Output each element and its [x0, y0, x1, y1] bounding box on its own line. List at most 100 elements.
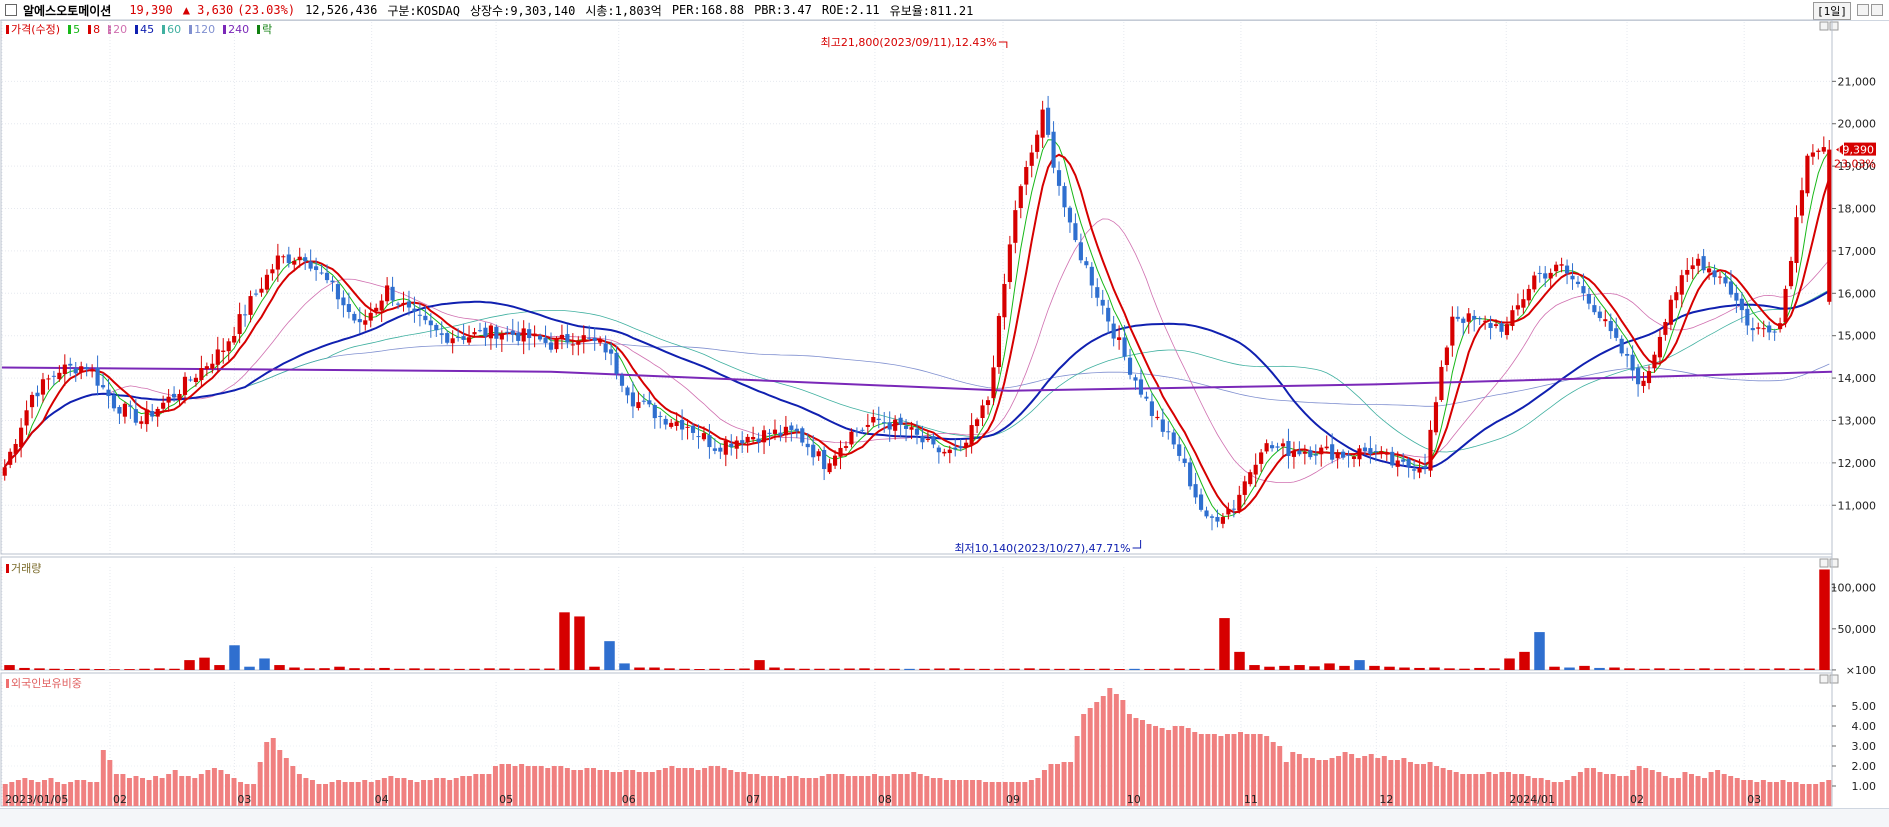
- foreign-bar: [290, 766, 296, 806]
- foreign-bar: [460, 776, 466, 806]
- foreign-bar: [1630, 770, 1636, 806]
- period-selector[interactable]: [1일]: [1813, 2, 1851, 20]
- foreign-bar: [708, 766, 714, 806]
- candle-body: [193, 377, 199, 382]
- foreign-bar: [996, 782, 1002, 806]
- foreign-bar: [218, 770, 224, 806]
- volume-bar: [379, 667, 390, 670]
- ma240-line: [1, 366, 1833, 392]
- vol-y-tick-label: 100,000: [1831, 582, 1877, 595]
- foreign-bar: [1048, 764, 1054, 806]
- foreign-bar: [1022, 782, 1028, 806]
- volume-bar: [724, 668, 735, 670]
- foreign-bar: [1479, 774, 1485, 806]
- candle-body: [445, 333, 450, 343]
- candle-body: [1450, 316, 1455, 346]
- candle-body: [647, 400, 652, 405]
- candle-body: [816, 451, 821, 457]
- foreign-bar: [1303, 758, 1309, 806]
- foreign-bar: [224, 774, 230, 806]
- foreign-bar: [1460, 774, 1466, 806]
- volume-bar: [1084, 668, 1095, 670]
- foreign-bar: [1185, 728, 1191, 806]
- stock-chart[interactable]: 11,000 12,000 13,000 14,000 15,000 16,000 17,0…: [0, 0, 1889, 808]
- volume-bar: [1609, 667, 1620, 670]
- foreign-bar: [839, 774, 845, 806]
- foreign-bar: [800, 778, 806, 806]
- candle-body: [1712, 270, 1717, 278]
- x-tick-label: 02: [113, 793, 127, 806]
- close-icon[interactable]: [1871, 4, 1883, 16]
- volume-bar: [94, 669, 105, 670]
- candle-body: [1783, 288, 1788, 323]
- candle-body: [319, 272, 324, 274]
- foreign-bar: [1682, 772, 1688, 806]
- candle-body: [1188, 462, 1193, 487]
- candle-body: [450, 338, 455, 344]
- candle-body: [1368, 448, 1373, 455]
- candle-body: [499, 334, 504, 340]
- candle-body: [537, 335, 543, 340]
- foreign-bar: [316, 784, 322, 806]
- y-tick-label: 16,000: [1838, 287, 1877, 300]
- volume-bar: [874, 668, 885, 670]
- foreign-bar: [68, 782, 74, 806]
- foreign-bar: [989, 782, 995, 806]
- foreign-bar: [1153, 726, 1159, 806]
- candle-body: [1122, 337, 1127, 357]
- foreign-bar: [983, 782, 989, 806]
- candle-body: [1100, 299, 1105, 306]
- foreign-bar: [1375, 758, 1381, 806]
- y-tick-label: 19,000: [1838, 160, 1877, 173]
- candle-body: [931, 436, 936, 445]
- candle-body: [1384, 453, 1389, 455]
- vol-y-tick-label: ×100: [1846, 664, 1876, 677]
- foreign-bar: [251, 784, 257, 806]
- candle-body: [1586, 293, 1591, 304]
- volume-title: 거래량: [11, 562, 42, 575]
- foreign-bar: [479, 774, 485, 806]
- foreign-bar: [140, 778, 146, 806]
- candle-body: [1657, 336, 1663, 358]
- toggle-checkbox[interactable]: [5, 4, 17, 16]
- foreign-bar: [970, 780, 976, 806]
- candle-body: [1040, 109, 1045, 138]
- candle-body: [947, 449, 952, 454]
- candle-body: [767, 432, 772, 434]
- foreign-bar: [845, 776, 851, 806]
- foreign-bar: [185, 776, 191, 806]
- candle-body: [701, 433, 707, 440]
- candle-body: [1335, 452, 1340, 459]
- candle-body: [1198, 494, 1204, 510]
- minimize-icon[interactable]: [1857, 4, 1869, 16]
- foreign-bar: [1087, 708, 1093, 806]
- candle-body: [1018, 186, 1023, 208]
- y-tick-label: 13,000: [1838, 414, 1877, 427]
- foreign-bar: [898, 774, 904, 806]
- panel-min-icon: [1819, 674, 1829, 684]
- candle-body: [1794, 217, 1799, 263]
- foreign-bar: [1669, 778, 1675, 806]
- candle-body: [215, 349, 220, 365]
- volume-bar: [1789, 668, 1800, 670]
- foreign-bar: [368, 782, 374, 806]
- candle-body: [1663, 322, 1668, 335]
- candle-body: [1286, 440, 1291, 457]
- foreign-bar: [780, 778, 786, 806]
- candle-body: [1313, 454, 1318, 456]
- foreign-bar: [930, 778, 936, 806]
- scroll-bar[interactable]: [0, 808, 1889, 827]
- foreign-bar: [1251, 734, 1257, 806]
- foreign-bar: [323, 784, 329, 806]
- foreign-bar: [1623, 776, 1629, 806]
- foreign-bar: [1505, 772, 1511, 806]
- candle-body: [95, 367, 100, 386]
- foreign-bar: [375, 780, 381, 806]
- candle-body: [1215, 516, 1220, 522]
- foreign-bar: [695, 770, 701, 806]
- candle-body: [1067, 207, 1073, 223]
- candle-body: [882, 422, 887, 424]
- candle-body: [822, 449, 827, 470]
- volume-bar: [1174, 668, 1185, 670]
- foreign-bar: [1545, 780, 1551, 806]
